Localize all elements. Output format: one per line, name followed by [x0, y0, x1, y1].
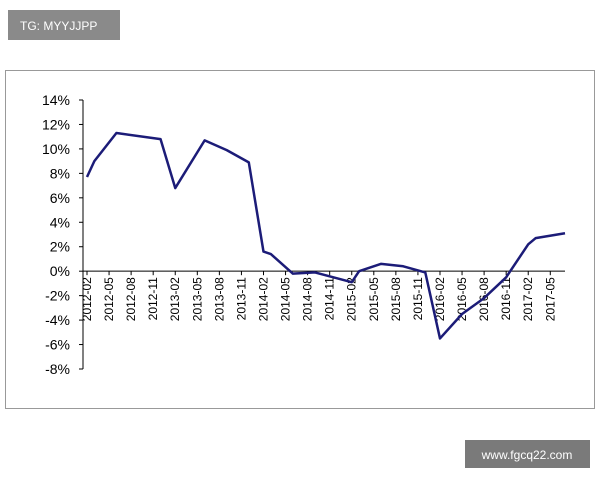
x-tick-label: 2014-02 — [256, 277, 270, 321]
y-tick-label: 12% — [42, 116, 70, 132]
x-tick-label: 2016-11 — [499, 277, 513, 320]
y-tick-label: 0% — [50, 263, 70, 279]
x-tick-label: 2013-02 — [168, 277, 182, 321]
y-tick-label: 8% — [50, 165, 70, 181]
y-tick-label: -2% — [45, 288, 70, 304]
x-tick-label: 2014-08 — [301, 277, 315, 321]
y-tick-label: 10% — [42, 141, 70, 157]
y-tick-label: 14% — [42, 92, 70, 108]
x-tick-label: 2014-11 — [323, 277, 337, 320]
x-tick-label: 2017-05 — [543, 277, 557, 321]
chart-frame — [5, 70, 595, 409]
x-tick-label: 2012-02 — [80, 277, 94, 321]
x-tick-label: 2014-05 — [279, 277, 293, 321]
x-tick-label: 2015-08 — [389, 277, 403, 321]
y-tick-label: -8% — [45, 361, 70, 377]
y-tick-label: 4% — [50, 214, 70, 230]
x-tick-label: 2017-02 — [521, 277, 535, 321]
x-tick-label: 2015-11 — [411, 277, 425, 320]
watermark: TG: MYYJJPP — [20, 19, 97, 33]
x-tick-label: 2013-05 — [190, 277, 204, 321]
x-tick-label: 2012-08 — [124, 277, 138, 321]
data-line — [85, 131, 566, 340]
x-tick-label: 2015-02 — [345, 277, 359, 321]
x-tick-label: 2013-11 — [234, 277, 248, 320]
x-tick-label: 2013-08 — [212, 277, 226, 321]
x-tick-label: 2012-11 — [146, 277, 160, 320]
plot: -8% -6% -4% -2% 0% 2% 4% 6% 8% 10% 12% 14% 2012-02 20… — [42, 92, 566, 377]
y-tick-label: -6% — [45, 337, 70, 353]
y-tick-label: -4% — [45, 312, 70, 328]
x-tick-label: 2016-02 — [433, 277, 447, 321]
x-tick-label: 2015-05 — [367, 277, 381, 321]
x-tick-label: 2012-05 — [102, 277, 116, 321]
watermark-box — [465, 440, 590, 468]
y-tick-label: 6% — [50, 190, 70, 206]
watermark: www.fgcq22.com — [481, 448, 573, 462]
watermark-box — [8, 10, 120, 40]
y-tick-label: 2% — [50, 239, 70, 255]
